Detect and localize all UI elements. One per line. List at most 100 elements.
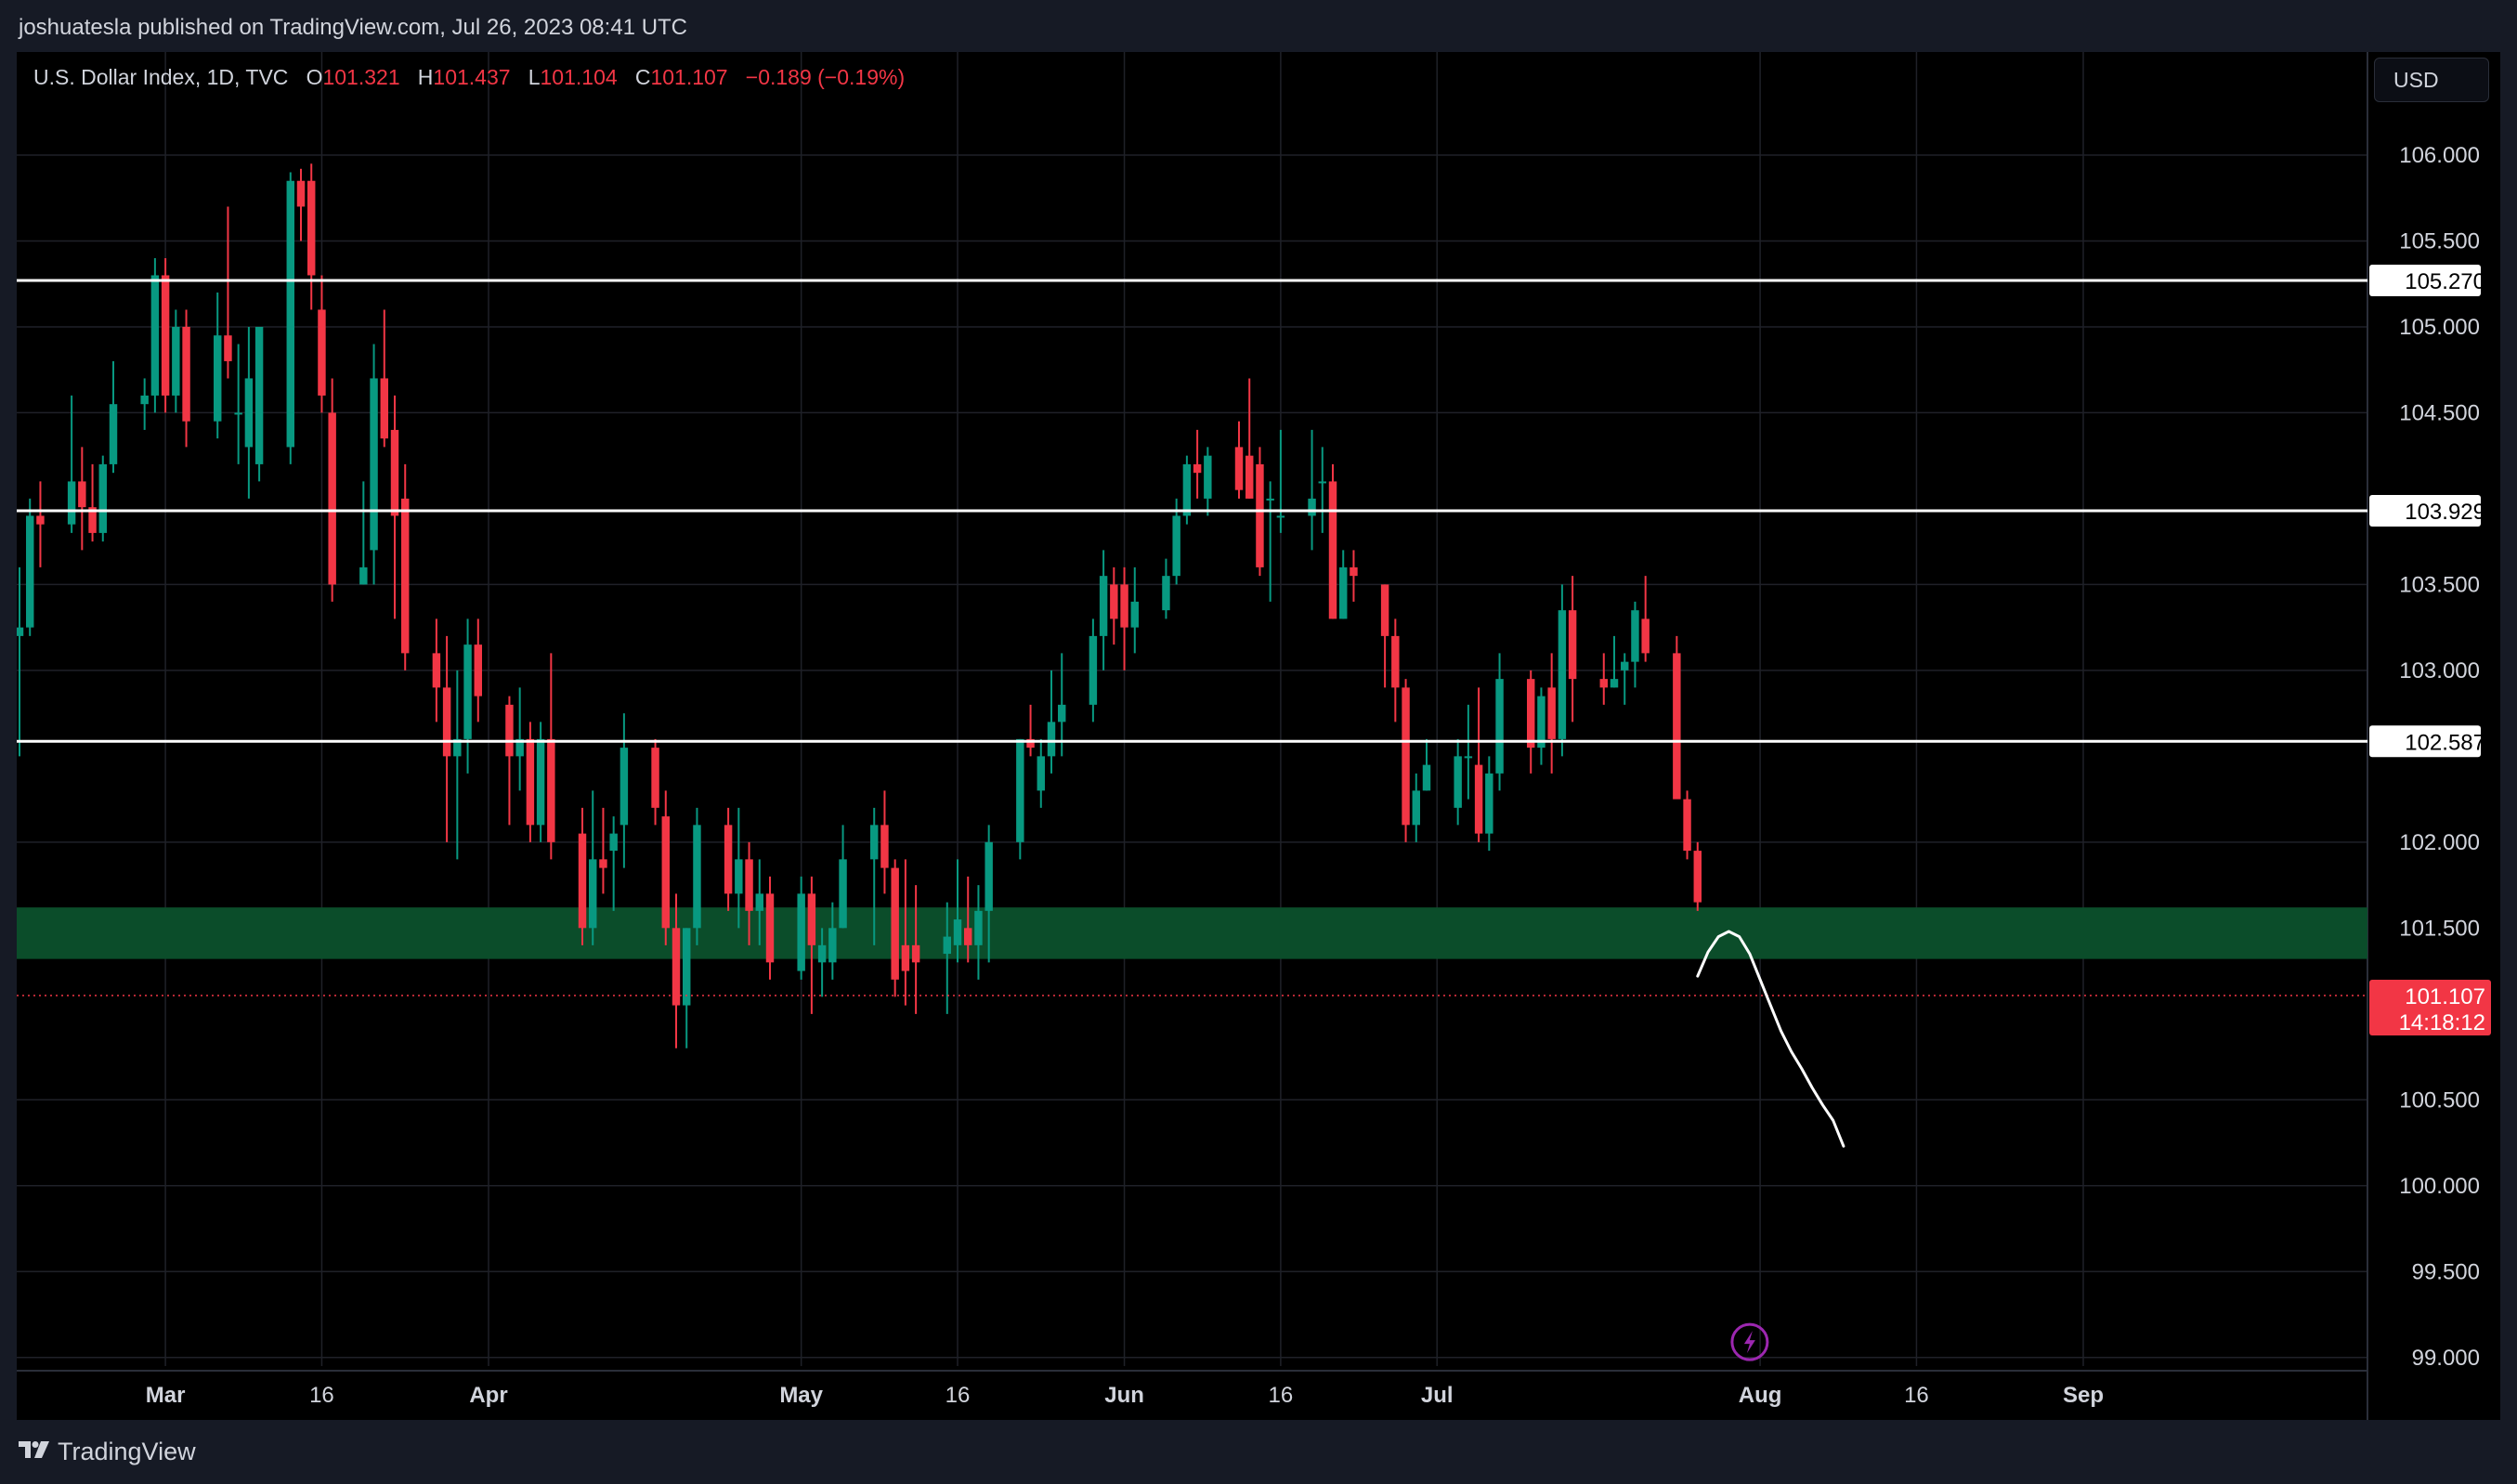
- y-tick-label: 99.000: [2412, 1346, 2480, 1371]
- candle-body: [599, 859, 607, 868]
- candle-body: [683, 928, 691, 1006]
- x-tick-label: Aug: [1739, 1383, 1782, 1408]
- forecast-drawing: [1696, 930, 1845, 1148]
- candle-body: [1485, 773, 1493, 834]
- candle-body: [224, 335, 232, 361]
- candle-body: [1599, 679, 1608, 688]
- candle-body: [182, 326, 190, 422]
- candle-body: [1276, 515, 1285, 518]
- chart-area[interactable]: 106.000 105.500 105.000 104.500 103.500 103.0…: [17, 52, 2500, 1420]
- candle-body: [1089, 635, 1098, 705]
- candle-body: [943, 936, 951, 955]
- y-tick-label: 99.500: [2412, 1259, 2480, 1284]
- candle-body: [109, 404, 118, 464]
- candle-body: [745, 859, 753, 911]
- candle-body: [619, 748, 629, 826]
- candle-body: [1641, 618, 1650, 654]
- candle-body: [1412, 790, 1420, 826]
- candle-body: [964, 928, 972, 945]
- candle-body: [1495, 679, 1504, 774]
- candle-body: [286, 180, 294, 448]
- y-tick-label: 100.000: [2399, 1174, 2480, 1199]
- candle-body: [88, 507, 97, 533]
- x-tick-label: May: [779, 1383, 823, 1408]
- candle-body: [661, 816, 670, 929]
- candle-body: [453, 738, 462, 757]
- lightning-bolt-shape: [1743, 1331, 1755, 1354]
- candle-body: [1527, 679, 1535, 749]
- low-label: L: [528, 65, 541, 89]
- candle-body: [359, 566, 368, 585]
- candlestick-chart[interactable]: 106.000 105.500 105.000 104.500 103.500 103.0…: [17, 52, 2500, 1420]
- candle-body: [1130, 601, 1139, 628]
- x-tick-label: Jul: [1421, 1383, 1454, 1408]
- candle-body: [828, 928, 837, 963]
- x-tick-label: Mar: [146, 1383, 186, 1408]
- candle-body: [1568, 610, 1577, 680]
- candle-body: [1047, 722, 1056, 757]
- candle-body: [817, 944, 827, 963]
- candle-body: [797, 893, 805, 971]
- close-label: C: [634, 65, 651, 89]
- y-tick-label: 103.000: [2399, 658, 2480, 683]
- candle-body: [1318, 481, 1326, 484]
- candle-body: [505, 704, 514, 757]
- published-caption: joshuatesla published on TradingView.com…: [19, 15, 688, 40]
- candle-body: [318, 309, 326, 396]
- candle-body: [515, 738, 524, 757]
- candle-body: [1631, 610, 1639, 662]
- candle-body: [974, 910, 983, 945]
- footer-bar: [0, 1420, 2517, 1484]
- candle-body: [536, 738, 545, 826]
- open-value: 101.321: [322, 65, 400, 89]
- symbol-legend: U.S. Dollar Index, 1D, TVC O101.321 H101…: [33, 65, 905, 90]
- candle-body: [609, 833, 618, 852]
- candle-body: [26, 515, 34, 628]
- candle-body: [1328, 481, 1337, 619]
- candle-body: [1558, 610, 1567, 739]
- candle-body: [1182, 463, 1192, 516]
- y-tick-label: 100.500: [2399, 1087, 2480, 1113]
- candle-body: [765, 893, 775, 963]
- candle-body: [1391, 635, 1400, 688]
- tradingview-logo[interactable]: TradingView: [19, 1438, 196, 1466]
- candle-body: [1037, 756, 1045, 791]
- candle-body: [807, 893, 816, 945]
- y-tick-label: 103.500: [2399, 572, 2480, 597]
- candle-body: [140, 395, 149, 405]
- candle-body: [390, 429, 399, 516]
- candle-body: [1026, 738, 1035, 749]
- candle-body: [724, 825, 733, 894]
- close-value: 101.107: [650, 65, 728, 89]
- open-label: O: [306, 65, 323, 89]
- x-tick-label: Apr: [469, 1383, 507, 1408]
- candle-body: [1454, 756, 1462, 808]
- candle-body: [1537, 696, 1545, 749]
- candle-body: [161, 275, 170, 396]
- candle-body: [901, 944, 910, 971]
- candle-body: [442, 687, 451, 757]
- candle-body: [1621, 661, 1629, 670]
- candle-body: [307, 180, 316, 276]
- candle-body: [172, 326, 180, 396]
- candle-body: [328, 412, 336, 585]
- candle-body: [1234, 447, 1244, 490]
- candle-body: [870, 825, 879, 860]
- x-tick-label: Sep: [2063, 1383, 2104, 1408]
- currency-button[interactable]: USD: [2374, 58, 2489, 102]
- candle-body: [1402, 687, 1410, 826]
- candle-body: [755, 893, 763, 911]
- candle-body: [891, 867, 899, 980]
- candle-body: [78, 481, 86, 508]
- y-tick-label: 102.000: [2399, 830, 2480, 855]
- chart-background: [17, 52, 2500, 1420]
- candle-body: [17, 627, 24, 636]
- candle-body: [1256, 463, 1264, 567]
- candle-body: [296, 180, 306, 207]
- level-price-tag: [2369, 725, 2481, 758]
- candle-body: [1547, 687, 1556, 739]
- candle-body: [463, 644, 472, 739]
- x-tick-label: Jun: [1104, 1383, 1144, 1408]
- candle-body: [401, 498, 410, 654]
- candle-body: [1058, 704, 1066, 722]
